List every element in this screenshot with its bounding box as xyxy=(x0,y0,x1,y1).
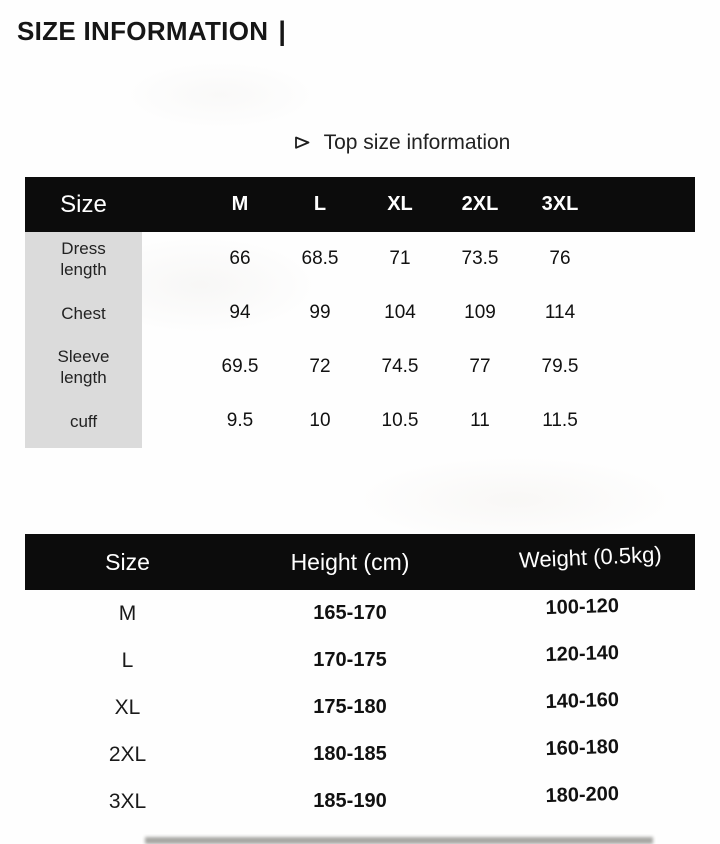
height-cell: 180-185 xyxy=(313,743,387,765)
height-cell: 175-180 xyxy=(313,696,387,718)
row-spacer xyxy=(142,232,200,286)
row-label: Chest xyxy=(25,286,142,340)
height-cell: 185-190 xyxy=(313,790,387,812)
size-cell: 3XL xyxy=(108,789,147,813)
size-cell: L xyxy=(121,648,134,672)
arrowhead-right-icon xyxy=(294,135,311,155)
subtitle: Top size information xyxy=(42,128,720,158)
weight-cell: 160-180 xyxy=(545,735,620,761)
value-cell: 11.5 xyxy=(542,410,578,431)
value-cell: 10 xyxy=(309,410,331,431)
background-smudge xyxy=(350,455,680,545)
cropped-bottom-bar xyxy=(145,837,653,844)
title-separator: | xyxy=(278,16,287,46)
page-title-text: SIZE INFORMATION xyxy=(17,16,269,46)
value-cell: 109 xyxy=(464,302,496,323)
value-cell: 99 xyxy=(309,302,331,323)
weight-cell: 140-160 xyxy=(545,688,620,714)
value-cell: 114 xyxy=(544,302,576,323)
header-cell-size: Size xyxy=(105,548,150,575)
size-guide-row-xl: XL 175-180 140-160 xyxy=(25,684,695,731)
top-size-table: Size M L XL 2XL 3XL Dress length 66 68.5… xyxy=(25,177,695,448)
row-label: cuff xyxy=(25,394,142,448)
table-row-chest: Chest 94 99 104 109 114 xyxy=(25,286,695,340)
size-guide-row-2xl: 2XL 180-185 160-180 xyxy=(25,731,695,778)
value-cell: 9.5 xyxy=(226,410,254,431)
background-smudge xyxy=(120,60,320,130)
row-spacer xyxy=(142,286,200,340)
value-cell: 104 xyxy=(384,302,416,323)
header-cell-2xl: 2XL xyxy=(461,193,499,215)
weight-cell: 120-140 xyxy=(545,641,620,667)
value-cell: 94 xyxy=(229,302,251,323)
header-cell-height: Height (cm) xyxy=(290,548,410,575)
weight-cell: 100-120 xyxy=(545,594,620,620)
row-spacer xyxy=(142,340,200,394)
value-cell: 71 xyxy=(389,248,411,269)
row-label: Dress length xyxy=(25,232,142,286)
size-guide-header: Size Height (cm) Weight (0.5kg) xyxy=(25,534,695,590)
header-cell-3xl: 3XL xyxy=(541,193,579,215)
size-cell: M xyxy=(118,601,137,625)
value-cell: 68.5 xyxy=(301,248,339,269)
size-guide-row-m: M 165-170 100-120 xyxy=(25,590,695,637)
value-cell: 10.5 xyxy=(381,410,419,431)
table-row-dress-length: Dress length 66 68.5 71 73.5 76 xyxy=(25,232,695,286)
value-cell: 73.5 xyxy=(461,248,499,269)
header-cell-xl: XL xyxy=(387,193,413,215)
table-row-sleeve-length: Sleeve length 69.5 72 74.5 77 79.5 xyxy=(25,340,695,394)
value-cell: 72 xyxy=(309,356,331,377)
weight-cell: 180-200 xyxy=(545,782,620,808)
size-guide-table: Size Height (cm) Weight (0.5kg) M 165-17… xyxy=(25,534,695,825)
height-cell: 165-170 xyxy=(313,602,387,624)
size-guide-row-3xl: 3XL 185-190 180-200 xyxy=(25,778,695,825)
value-cell: 77 xyxy=(469,356,491,377)
size-cell: XL xyxy=(114,695,141,719)
header-cell-l: L xyxy=(313,193,327,215)
row-spacer xyxy=(142,394,200,448)
table-row-cuff: cuff 9.5 10 10.5 11 11.5 xyxy=(25,394,695,448)
top-size-table-header: Size M L XL 2XL 3XL xyxy=(25,177,695,232)
subtitle-text: Top size information xyxy=(323,131,511,154)
page-title: SIZE INFORMATION | xyxy=(17,16,286,47)
height-cell: 170-175 xyxy=(313,649,387,671)
value-cell: 69.5 xyxy=(221,356,259,377)
value-cell: 66 xyxy=(229,248,251,269)
row-label: Sleeve length xyxy=(25,340,142,394)
header-cell-m: M xyxy=(231,193,249,215)
size-guide-row-l: L 170-175 120-140 xyxy=(25,637,695,684)
value-cell: 74.5 xyxy=(381,356,419,377)
header-cell-size: Size xyxy=(60,190,107,218)
size-cell: 2XL xyxy=(108,742,147,766)
value-cell: 11 xyxy=(470,410,490,431)
value-cell: 76 xyxy=(549,248,571,269)
value-cell: 79.5 xyxy=(541,356,579,377)
header-cell-weight: Weight (0.5kg) xyxy=(518,541,663,573)
